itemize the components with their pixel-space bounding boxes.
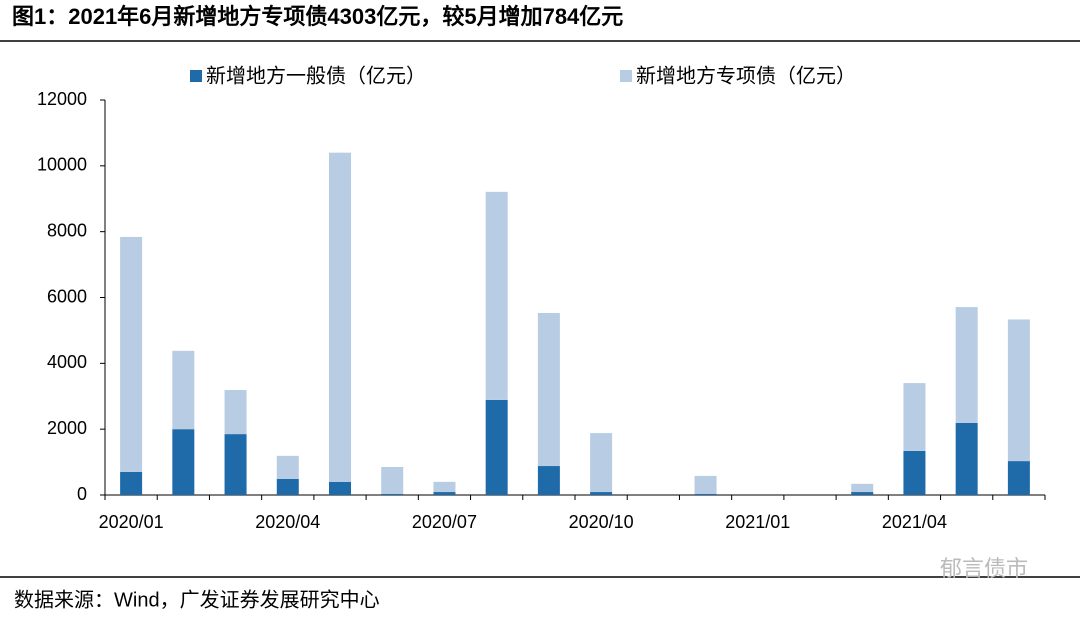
bar-segment [851, 492, 874, 495]
bar-segment [1007, 319, 1030, 462]
x-tick-label: 2021/01 [725, 512, 790, 532]
bar-segment [537, 312, 560, 467]
bar-segment [433, 481, 456, 493]
legend-label: 新增地方一般债（亿元） [206, 64, 426, 87]
x-tick-label: 2020/04 [255, 512, 320, 532]
bar-segment [381, 494, 404, 495]
y-tick-label: 0 [77, 484, 87, 504]
legend-swatch [620, 70, 632, 82]
bar-segment [329, 481, 351, 495]
y-tick-label: 4000 [47, 352, 87, 372]
bar-segment [694, 494, 717, 495]
x-tick-label: 2020/01 [99, 512, 164, 532]
bar-segment [1007, 461, 1030, 495]
bar-segment [276, 478, 299, 495]
bar-segment [224, 434, 247, 495]
bar-segment [172, 429, 195, 495]
bar-segment [485, 191, 508, 400]
x-tick-label: 2020/07 [412, 512, 477, 532]
y-tick-label: 2000 [47, 418, 87, 438]
y-tick-label: 10000 [37, 155, 87, 175]
bar-segment [955, 307, 978, 423]
x-tick-label: 2021/04 [882, 512, 947, 532]
legend-swatch [190, 70, 202, 82]
x-tick-label: 2020/10 [569, 512, 634, 532]
y-tick-label: 6000 [47, 286, 87, 306]
bar-segment [433, 492, 456, 495]
bar-segment [276, 455, 299, 479]
bar-segment [903, 450, 926, 495]
source-note: 数据来源：Wind，广发证券发展研究中心 [14, 588, 380, 611]
bar-segment [590, 433, 613, 493]
legend-label: 新增地方专项债（亿元） [636, 64, 856, 87]
bar-segment [329, 152, 351, 482]
chart-title: 图1：2021年6月新增地方专项债4303亿元，较5月增加784亿元 [12, 4, 623, 29]
bar-segment [224, 389, 247, 435]
watermark: 郁言债市 [940, 556, 1028, 581]
bar-segment [120, 471, 143, 495]
bar-segment [120, 236, 143, 472]
bar-segment [381, 467, 404, 495]
bar-segment [485, 399, 508, 495]
y-tick-label: 8000 [47, 220, 87, 240]
bar-segment [903, 383, 926, 451]
bar-segment [537, 466, 560, 495]
bar-segment [590, 492, 613, 495]
bar-segment [694, 475, 717, 495]
y-tick-label: 12000 [37, 89, 87, 109]
bar-segment [172, 350, 195, 430]
bar-segment [851, 483, 874, 493]
bar-segment [955, 422, 978, 495]
